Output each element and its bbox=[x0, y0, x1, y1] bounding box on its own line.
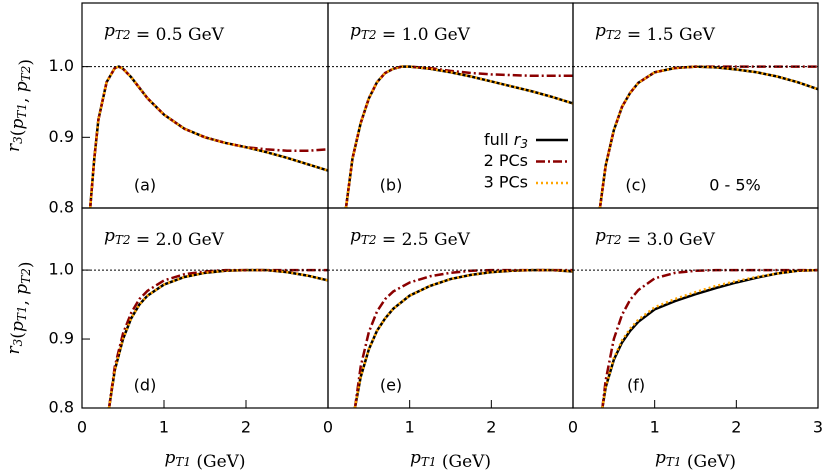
panel-label: (b) bbox=[380, 176, 403, 195]
x-tick-label: 0 bbox=[77, 418, 87, 437]
y-tick-label: 0.9 bbox=[49, 329, 74, 348]
x-tick-label: 0 bbox=[568, 418, 578, 437]
legend-label: full r3 bbox=[484, 130, 528, 151]
legend-label: 3 PCs bbox=[484, 173, 528, 192]
x-tick-label: 2 bbox=[241, 418, 251, 437]
panel-label: (d) bbox=[134, 376, 157, 395]
y-tick-label: 0.8 bbox=[49, 198, 74, 217]
series-line bbox=[107, 268, 328, 408]
panel-title: pT2 = 2.5 GeV bbox=[350, 226, 471, 250]
x-tick-label: 2 bbox=[731, 418, 741, 437]
y-tick-label: 0.8 bbox=[49, 398, 74, 417]
panel-title: pT2 = 1.5 GeV bbox=[595, 21, 716, 45]
panel-label: (f) bbox=[627, 376, 645, 395]
x-tick-label: 1 bbox=[159, 418, 169, 437]
y-axis-label: r3(pT1, pT2) bbox=[4, 262, 36, 355]
series-line bbox=[353, 268, 573, 408]
panel-title: pT2 = 0.5 GeV bbox=[104, 21, 225, 45]
y-tick-label: 1.0 bbox=[49, 56, 74, 75]
legend-label: 2 PCs bbox=[484, 151, 528, 170]
panel bbox=[88, 65, 328, 208]
panel-label: (c) bbox=[625, 176, 646, 195]
x-axis-label: pT1 (GeV) bbox=[164, 448, 245, 471]
panel-title: pT2 = 1.0 GeV bbox=[350, 21, 471, 45]
x-tick-label: 1 bbox=[650, 418, 660, 437]
y-tick-label: 0.9 bbox=[49, 127, 74, 146]
panel-frame bbox=[572, 207, 819, 409]
panel-title: pT2 = 2.0 GeV bbox=[104, 226, 225, 250]
panel bbox=[107, 268, 328, 408]
note: 0 - 5% bbox=[709, 176, 761, 195]
series-line bbox=[344, 65, 573, 208]
panel-title: pT2 = 3.0 GeV bbox=[595, 226, 716, 250]
panel-label: (a) bbox=[134, 176, 156, 195]
series-line bbox=[88, 65, 328, 208]
x-axis-label: pT1 (GeV) bbox=[655, 448, 736, 471]
x-tick-label: 3 bbox=[813, 418, 823, 437]
y-tick-label: 1.0 bbox=[49, 260, 74, 279]
x-tick-label: 2 bbox=[486, 418, 496, 437]
x-axis-label: pT1 (GeV) bbox=[410, 448, 491, 471]
series-line bbox=[107, 268, 328, 408]
x-tick-label: 1 bbox=[405, 418, 415, 437]
panel-label: (e) bbox=[380, 376, 402, 395]
y-axis-label: r3(pT1, pT2) bbox=[4, 59, 36, 152]
x-tick-label: 0 bbox=[323, 418, 333, 437]
